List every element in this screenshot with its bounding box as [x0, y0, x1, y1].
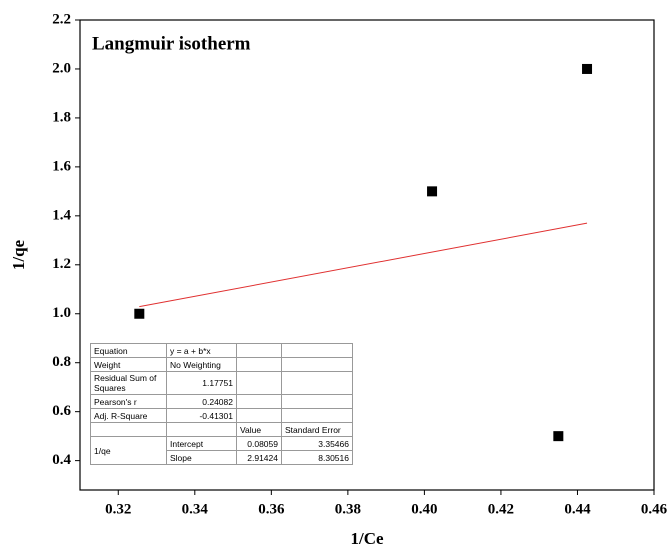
y-tick-label: 2.0	[52, 60, 71, 76]
table-cell	[281, 343, 353, 358]
table-cell: -0.41301	[166, 408, 237, 423]
table-cell	[236, 408, 282, 423]
table-cell: 1.17751	[166, 371, 237, 395]
y-tick-label: 1.0	[52, 305, 71, 321]
y-tick-label: 0.6	[52, 403, 71, 419]
table-cell: Weight	[90, 357, 167, 372]
table-cell: Pearson's r	[90, 394, 167, 409]
table-cell: 1/qe	[90, 436, 167, 465]
x-tick-label: 0.42	[488, 501, 514, 517]
chart-title: Langmuir isotherm	[92, 33, 251, 54]
table-cell: 8.30516	[281, 450, 353, 465]
table-cell	[166, 422, 237, 437]
data-point	[134, 308, 145, 319]
table-cell	[281, 408, 353, 423]
x-tick-label: 0.34	[182, 501, 209, 517]
table-cell	[90, 422, 167, 437]
x-tick-label: 0.38	[335, 501, 361, 517]
y-tick-label: 0.8	[52, 354, 71, 370]
table-cell	[281, 394, 353, 409]
table-cell	[236, 394, 282, 409]
table-cell	[236, 343, 282, 358]
table-cell: Residual Sum of Squares	[90, 371, 167, 395]
y-tick-label: 0.4	[52, 452, 71, 468]
table-cell: Value	[236, 422, 282, 437]
fit-table: Equation y = a + b*x Weight No Weighting R…	[90, 343, 353, 465]
table-cell: Slope	[166, 450, 237, 465]
table-cell	[281, 371, 353, 395]
table-cell: 3.35466	[281, 436, 353, 451]
table-cell: Intercept	[166, 436, 237, 451]
table-cell: No Weighting	[166, 357, 237, 372]
x-tick-label: 0.44	[564, 501, 591, 517]
x-tick-label: 0.36	[258, 501, 285, 517]
y-axis-label: 1/qe	[9, 239, 28, 270]
plot-frame	[79, 19, 655, 491]
table-cell: Adj. R-Square	[90, 408, 167, 423]
y-tick-label: 1.4	[52, 207, 71, 223]
table-cell	[236, 357, 282, 372]
table-cell	[236, 371, 282, 395]
data-point	[427, 186, 438, 197]
y-tick-label: 1.8	[52, 109, 71, 125]
table-cell: Standard Error	[281, 422, 353, 437]
x-tick-label: 0.40	[411, 501, 437, 517]
data-point	[582, 63, 593, 74]
y-tick-label: 1.2	[52, 256, 71, 272]
x-axis-label: 1/Ce	[350, 529, 384, 548]
table-cell: 0.08059	[236, 436, 282, 451]
table-cell: 0.24082	[166, 394, 237, 409]
table-cell: 2.91424	[236, 450, 282, 465]
table-cell	[281, 357, 353, 372]
table-cell: y = a + b*x	[166, 343, 237, 358]
x-tick-label: 0.32	[105, 501, 131, 517]
fit-line	[139, 222, 588, 308]
x-tick-label: 0.46	[641, 501, 668, 517]
y-tick-label: 2.2	[52, 11, 71, 27]
data-point	[553, 431, 564, 442]
y-tick-label: 1.6	[52, 158, 71, 174]
table-cell: Equation	[90, 343, 167, 358]
